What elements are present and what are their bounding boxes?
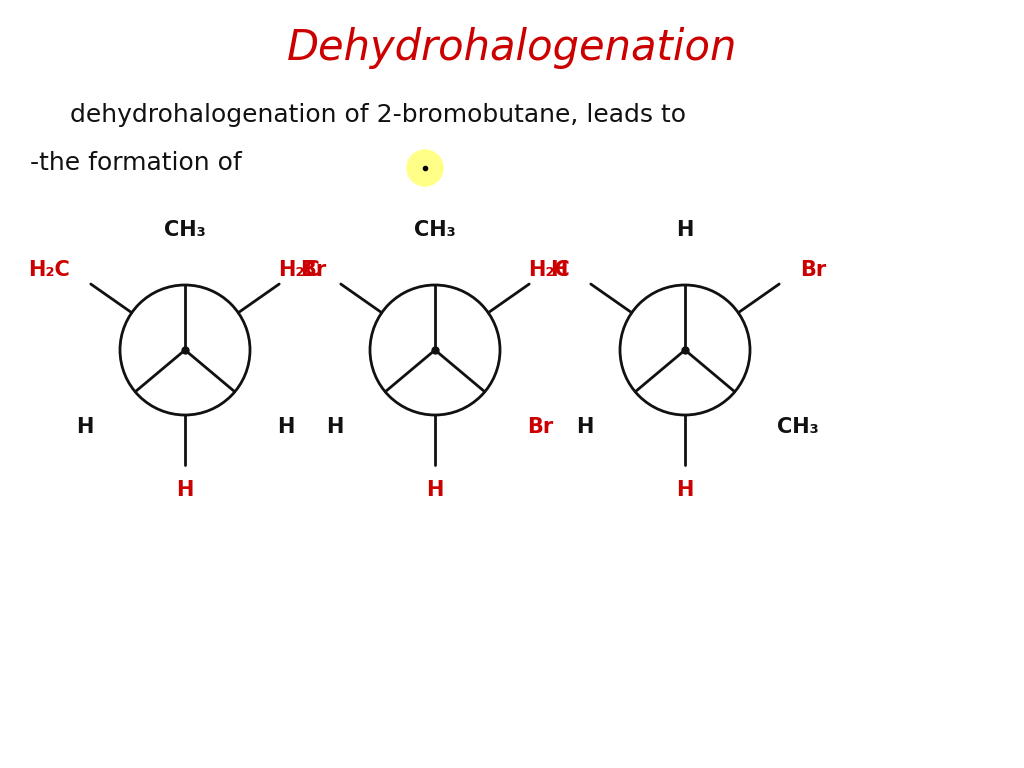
Text: CH₃: CH₃ [414,220,456,240]
Text: H₂C: H₂C [528,260,570,280]
Text: H: H [575,417,593,437]
Text: Br: Br [300,260,326,280]
Text: H: H [676,220,693,240]
Text: H₂C: H₂C [29,260,71,280]
Text: CH₃: CH₃ [164,220,206,240]
Text: H: H [76,417,93,437]
Text: dehydrohalogenation of 2-bromobutane, leads to: dehydrohalogenation of 2-bromobutane, le… [70,103,686,127]
Text: H: H [176,480,194,500]
Text: H: H [676,480,693,500]
Text: -the formation of: -the formation of [30,151,242,175]
Text: H: H [276,417,294,437]
Text: H₂C: H₂C [279,260,321,280]
Text: CH₃: CH₃ [777,417,818,437]
Text: H: H [326,417,343,437]
Text: H: H [550,260,567,280]
Text: Dehydrohalogenation: Dehydrohalogenation [287,27,737,69]
Text: H: H [426,480,443,500]
Text: Br: Br [527,417,553,437]
Circle shape [407,150,443,186]
Text: Br: Br [800,260,826,280]
